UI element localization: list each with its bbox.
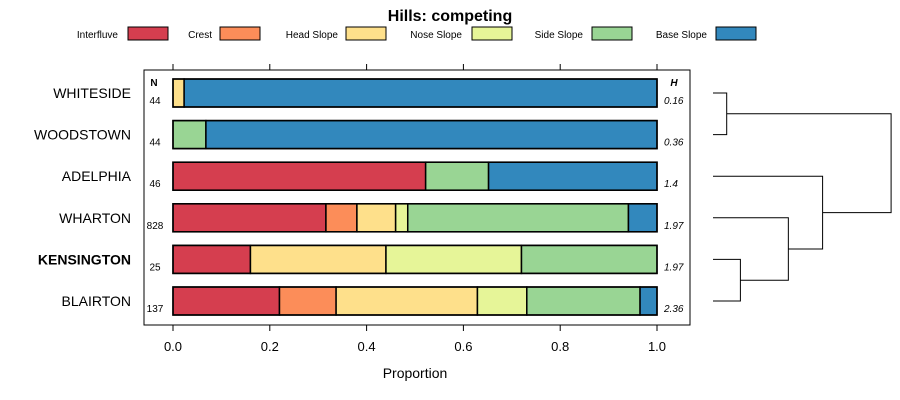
h-value: 1.97: [664, 221, 684, 232]
bar-segment: [476, 286, 528, 316]
x-tick-label: 1.0: [648, 339, 666, 354]
bar-outline: [172, 78, 658, 108]
legend-label: Head Slope: [286, 30, 339, 41]
legend-swatch: [219, 26, 261, 41]
dendrogram-branch: [726, 113, 892, 214]
bar-segment: [249, 244, 387, 275]
bar-segment: [205, 119, 658, 150]
legend-swatch: [591, 26, 633, 41]
chart-title: Hills: competing: [388, 8, 512, 25]
category-label: ADELPHIA: [62, 168, 132, 184]
bar-segment: [520, 244, 658, 275]
n-value: 44: [149, 138, 161, 149]
legend-swatch: [127, 26, 169, 41]
bar-segment: [172, 161, 427, 191]
legend-label: Crest: [188, 30, 212, 41]
bar-segment: [172, 78, 185, 108]
legend-label: Side Slope: [535, 30, 584, 41]
plot-frame: [143, 69, 691, 326]
legend-label: Base Slope: [656, 30, 708, 41]
n-column-header: N: [150, 78, 157, 89]
x-tick-label: 0.6: [454, 339, 472, 354]
n-value: 828: [147, 221, 164, 232]
legend-swatch: [345, 26, 387, 41]
h-value: 0.16: [664, 96, 684, 107]
bar-segment: [406, 203, 630, 233]
bar-segment: [627, 203, 658, 233]
bar-segment: [183, 78, 658, 108]
x-tick-label: 0.0: [164, 339, 182, 354]
bar-outline: [172, 244, 658, 275]
bar-segment: [278, 286, 337, 316]
legend-label: Interfluve: [77, 30, 119, 41]
bar-outline: [172, 286, 658, 316]
n-value: 46: [149, 179, 161, 190]
bar-segment: [424, 161, 490, 191]
legend: Interfluve Crest Head Slope Nose Slope Side …: [77, 26, 757, 41]
bar-segment: [172, 244, 252, 275]
n-value: 137: [147, 304, 164, 315]
x-tick-label: 0.8: [551, 339, 569, 354]
h-value: 1.4: [664, 179, 678, 190]
bar-rows: WHITESIDE 44 0.16 WOODSTOWN 44 0.36 ADELPHIA 46…: [34, 78, 684, 316]
bar-segment: [526, 286, 641, 316]
legend-swatch: [471, 26, 513, 41]
dendrogram-branch: [713, 258, 741, 302]
bar-segment: [394, 203, 409, 233]
dendrogram-branch: [713, 217, 789, 281]
category-label: KENSINGTON: [38, 251, 131, 267]
legend-swatch: [715, 26, 757, 41]
x-tick-label: 0.4: [358, 339, 376, 354]
h-column-header: H: [670, 78, 678, 89]
h-value: 1.97: [664, 262, 684, 273]
dendrogram-branch: [713, 175, 824, 250]
bar-outline: [172, 119, 658, 150]
x-tick-label: 0.2: [261, 339, 279, 354]
x-axis: 0.0 0.2 0.4 0.6 0.8 1.0: [164, 64, 666, 354]
bar-segment: [335, 286, 479, 316]
x-axis-label: Proportion: [383, 365, 448, 381]
bar-segment: [172, 203, 327, 233]
h-value: 0.36: [664, 138, 684, 149]
n-value: 44: [149, 96, 161, 107]
bar-segment: [172, 119, 207, 150]
category-label: WHARTON: [59, 210, 131, 226]
dendrogram-branch: [713, 92, 728, 136]
legend-label: Nose Slope: [410, 30, 462, 41]
bar-segment: [487, 161, 658, 191]
n-value: 25: [149, 262, 161, 273]
bar-segment: [385, 244, 523, 275]
category-label: WHITESIDE: [53, 85, 131, 101]
bar-outline: [172, 203, 658, 233]
bar-segment: [639, 286, 658, 316]
category-label: WOODSTOWN: [34, 127, 131, 143]
dendrogram: [713, 92, 892, 302]
category-label: BLAIRTON: [61, 293, 131, 309]
bar-segment: [325, 203, 358, 233]
bar-segment: [172, 286, 281, 316]
bar-outline: [172, 161, 658, 191]
bar-segment: [356, 203, 397, 233]
h-value: 2.36: [663, 304, 684, 315]
